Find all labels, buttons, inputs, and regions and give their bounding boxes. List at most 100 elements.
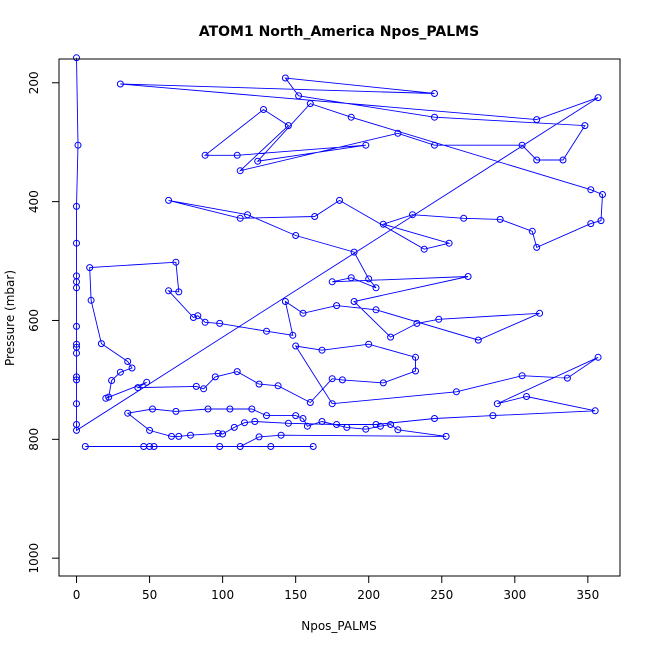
data-point bbox=[496, 215, 504, 223]
data-point bbox=[289, 331, 297, 339]
data-point bbox=[86, 264, 94, 272]
data-point bbox=[376, 422, 384, 430]
data-point bbox=[523, 393, 530, 400]
data-point bbox=[211, 373, 219, 381]
data-point bbox=[336, 196, 343, 204]
data-point bbox=[284, 122, 292, 130]
data-point bbox=[431, 415, 438, 422]
x-axis-label: Npos_PALMS bbox=[301, 619, 377, 633]
data-point bbox=[563, 374, 571, 382]
data-point bbox=[306, 399, 314, 406]
data-point bbox=[73, 426, 80, 434]
data-point bbox=[274, 382, 282, 390]
data-point bbox=[73, 373, 80, 381]
data-point bbox=[350, 248, 358, 256]
x-tick-label: 0 bbox=[73, 588, 81, 602]
data-point bbox=[200, 385, 208, 393]
data-point bbox=[73, 349, 80, 357]
data-point bbox=[73, 54, 80, 62]
data-point bbox=[379, 220, 387, 228]
data-point bbox=[431, 141, 438, 149]
data-point bbox=[263, 412, 270, 420]
data-point bbox=[81, 443, 89, 450]
data-point bbox=[328, 400, 336, 408]
data-point bbox=[233, 151, 241, 159]
data-point bbox=[201, 318, 209, 326]
data-point bbox=[599, 191, 606, 198]
x-axis: 0 50 100 150 200 250 300 350 bbox=[73, 575, 599, 602]
data-point bbox=[124, 409, 132, 417]
data-point bbox=[409, 211, 416, 219]
data-point bbox=[328, 278, 336, 286]
data-point bbox=[214, 429, 222, 437]
y-axis-label: Pressure (mbar) bbox=[3, 270, 17, 366]
series-layer bbox=[73, 54, 606, 450]
data-point bbox=[379, 379, 387, 387]
data-point bbox=[267, 443, 275, 450]
data-point bbox=[255, 380, 263, 388]
data-point bbox=[489, 412, 497, 420]
data-point bbox=[420, 245, 428, 253]
data-point bbox=[435, 315, 443, 323]
data-point bbox=[347, 274, 355, 282]
data-point bbox=[281, 74, 289, 82]
data-point bbox=[241, 419, 248, 427]
data-point bbox=[309, 443, 317, 450]
data-point bbox=[518, 141, 526, 149]
data-point bbox=[172, 258, 180, 266]
data-point bbox=[299, 309, 307, 317]
data-point bbox=[73, 284, 80, 292]
data-point bbox=[74, 141, 82, 149]
data-point bbox=[97, 340, 105, 348]
data-point bbox=[306, 100, 314, 108]
data-point bbox=[594, 94, 602, 102]
x-tick-label: 350 bbox=[576, 588, 599, 602]
data-point bbox=[73, 340, 80, 348]
data-point bbox=[587, 186, 595, 194]
data-point bbox=[281, 298, 289, 305]
data-point bbox=[518, 372, 526, 380]
data-point bbox=[413, 319, 421, 327]
data-point bbox=[528, 227, 536, 235]
data-point bbox=[165, 196, 173, 204]
data-point bbox=[73, 322, 80, 330]
data-point bbox=[338, 376, 346, 384]
data-point bbox=[219, 430, 227, 438]
data-point bbox=[134, 384, 142, 392]
data-point bbox=[73, 239, 80, 247]
data-point bbox=[263, 327, 270, 335]
y-tick-label: 400 bbox=[27, 190, 41, 213]
x-tick-label: 100 bbox=[211, 588, 234, 602]
data-point bbox=[175, 288, 183, 296]
data-point bbox=[412, 353, 419, 361]
x-tick-label: 250 bbox=[430, 588, 453, 602]
data-point bbox=[255, 433, 263, 441]
data-point bbox=[581, 122, 589, 130]
y-tick-label: 800 bbox=[27, 428, 41, 451]
data-point bbox=[187, 431, 194, 439]
data-point bbox=[452, 388, 460, 396]
data-point bbox=[303, 422, 311, 430]
data-point bbox=[102, 394, 110, 402]
x-tick-label: 150 bbox=[284, 588, 307, 602]
data-point bbox=[233, 368, 241, 376]
data-point bbox=[189, 314, 197, 321]
data-point bbox=[311, 213, 319, 220]
data-point bbox=[87, 296, 95, 304]
data-point bbox=[192, 382, 200, 390]
data-point bbox=[318, 418, 326, 425]
data-point bbox=[168, 432, 175, 440]
data-point bbox=[201, 151, 209, 159]
data-point bbox=[284, 419, 292, 427]
data-point bbox=[172, 407, 180, 415]
data-point bbox=[299, 415, 307, 422]
data-point bbox=[536, 309, 544, 317]
data-point bbox=[343, 423, 351, 431]
data-point bbox=[460, 214, 468, 222]
data-point bbox=[230, 423, 238, 431]
data-point bbox=[347, 113, 355, 121]
data-point bbox=[204, 405, 212, 413]
data-point bbox=[277, 431, 285, 439]
